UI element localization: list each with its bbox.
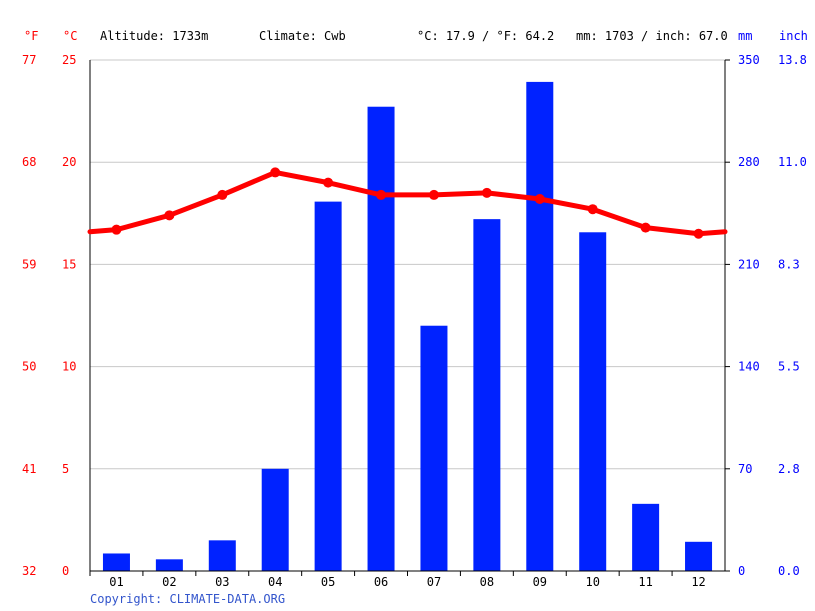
month-label: 03 xyxy=(215,575,229,589)
temperature-point xyxy=(217,189,228,200)
tick-label-fahrenheit: 68 xyxy=(22,155,36,169)
precipitation-bar xyxy=(420,325,448,571)
temperature-point xyxy=(323,177,334,188)
tick-label-inch: 2.8 xyxy=(778,462,800,476)
tick-label-celsius: 20 xyxy=(62,155,76,169)
altitude-label: Altitude: 1733m xyxy=(100,29,208,43)
tick-label-mm: 0 xyxy=(738,564,745,578)
temperature-point xyxy=(428,189,439,200)
tick-label-mm: 280 xyxy=(738,155,760,169)
temperature-point xyxy=(587,204,598,215)
precipitation-bar xyxy=(367,106,395,571)
precipitation-bar xyxy=(579,232,607,571)
copyright-link[interactable]: Copyright: CLIMATE-DATA.ORG xyxy=(90,592,285,606)
month-label: 06 xyxy=(374,575,388,589)
month-label: 10 xyxy=(585,575,599,589)
temperature-point xyxy=(640,222,651,233)
tick-label-celsius: 25 xyxy=(62,53,76,67)
tick-label-inch: 0.0 xyxy=(778,564,800,578)
precipitation-summary: mm: 1703 / inch: 67.0 xyxy=(576,29,728,43)
precipitation-bars xyxy=(102,81,713,572)
temperature-point xyxy=(481,187,492,198)
precipitation-bar xyxy=(208,540,236,571)
tick-label-inch: 8.3 xyxy=(778,257,800,271)
tick-label-inch: 13.8 xyxy=(778,53,807,67)
temperature-point xyxy=(376,189,387,200)
tick-label-fahrenheit: 32 xyxy=(22,564,36,578)
precipitation-bar xyxy=(102,553,130,571)
tick-label-celsius: 5 xyxy=(62,462,69,476)
month-label: 02 xyxy=(162,575,176,589)
temperature-line xyxy=(87,167,728,239)
month-label: 11 xyxy=(638,575,652,589)
axis-tick-labels: 32 0 0 0.0 41 5 70 2.8 50 10 140 5.5 59 15 210 8.3 68 20 2… xyxy=(22,53,807,589)
tick-label-inch: 5.5 xyxy=(778,360,800,374)
temperature-point xyxy=(270,167,281,178)
tick-label-mm: 210 xyxy=(738,257,760,271)
precipitation-bar xyxy=(155,559,183,571)
tick-label-mm: 70 xyxy=(738,462,752,476)
precipitation-bar xyxy=(261,468,289,571)
precipitation-bar xyxy=(632,503,660,571)
precipitation-bar xyxy=(526,81,554,572)
month-label: 05 xyxy=(321,575,335,589)
climate-label: Climate: Cwb xyxy=(259,29,346,43)
month-label: 09 xyxy=(533,575,547,589)
month-label: 07 xyxy=(427,575,441,589)
tick-label-fahrenheit: 50 xyxy=(22,360,36,374)
unit-mm: mm xyxy=(738,29,752,43)
temperature-point xyxy=(534,193,545,204)
tick-label-mm: 350 xyxy=(738,53,760,67)
unit-fahrenheit: °F xyxy=(24,29,38,43)
tick-label-mm: 140 xyxy=(738,360,760,374)
tick-label-celsius: 15 xyxy=(62,257,76,271)
month-label: 08 xyxy=(480,575,494,589)
unit-inch: inch xyxy=(779,29,808,43)
precipitation-bar xyxy=(314,201,342,571)
month-label: 01 xyxy=(109,575,123,589)
unit-celsius: °C xyxy=(63,29,77,43)
tick-label-celsius: 10 xyxy=(62,360,76,374)
tick-label-celsius: 0 xyxy=(62,564,69,578)
precipitation-bar xyxy=(685,541,713,571)
temperature-summary: °C: 17.9 / °F: 64.2 xyxy=(417,29,554,43)
precipitation-bar xyxy=(473,219,501,571)
month-label: 12 xyxy=(691,575,705,589)
tick-label-fahrenheit: 77 xyxy=(22,53,36,67)
month-label: 04 xyxy=(268,575,282,589)
temperature-point xyxy=(164,210,175,221)
grid-lines xyxy=(90,59,725,470)
temperature-line-path xyxy=(87,169,728,237)
tick-label-inch: 11.0 xyxy=(778,155,807,169)
axes xyxy=(89,59,730,576)
temperature-point xyxy=(111,224,122,235)
tick-label-fahrenheit: 41 xyxy=(22,462,36,476)
tick-label-fahrenheit: 59 xyxy=(22,257,36,271)
temperature-point xyxy=(693,228,704,239)
